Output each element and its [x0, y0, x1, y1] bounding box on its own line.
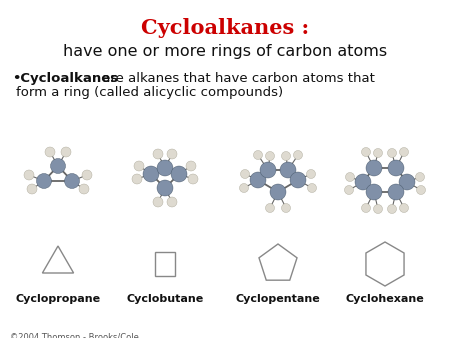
Ellipse shape [388, 184, 404, 200]
Ellipse shape [253, 150, 262, 160]
Ellipse shape [282, 151, 291, 161]
Ellipse shape [171, 166, 187, 182]
Ellipse shape [270, 184, 286, 200]
Ellipse shape [153, 197, 163, 207]
Ellipse shape [250, 172, 266, 188]
Ellipse shape [361, 147, 370, 156]
Ellipse shape [307, 184, 316, 193]
Ellipse shape [280, 162, 296, 178]
Text: are alkanes that have carbon atoms that: are alkanes that have carbon atoms that [98, 72, 375, 85]
Ellipse shape [366, 160, 382, 176]
Ellipse shape [266, 151, 274, 161]
Ellipse shape [260, 162, 276, 178]
Text: Cyclopentane: Cyclopentane [236, 294, 320, 304]
Ellipse shape [345, 186, 354, 194]
Ellipse shape [157, 180, 173, 196]
Ellipse shape [400, 147, 409, 156]
Ellipse shape [293, 150, 302, 160]
Ellipse shape [417, 186, 426, 194]
Ellipse shape [374, 204, 382, 214]
Ellipse shape [290, 172, 306, 188]
Ellipse shape [355, 174, 371, 190]
Text: Cyclopropane: Cyclopropane [15, 294, 100, 304]
Ellipse shape [167, 197, 177, 207]
Bar [155, 252, 175, 276]
Ellipse shape [132, 174, 142, 184]
Text: have one or more rings of carbon atoms: have one or more rings of carbon atoms [63, 44, 387, 59]
Ellipse shape [143, 166, 159, 182]
Text: Cyclohexane: Cyclohexane [346, 294, 424, 304]
Ellipse shape [24, 170, 34, 180]
Ellipse shape [61, 147, 71, 157]
Ellipse shape [79, 184, 89, 194]
Ellipse shape [188, 174, 198, 184]
Ellipse shape [186, 161, 196, 171]
Ellipse shape [134, 161, 144, 171]
Text: form a ring (called alicyclic compounds): form a ring (called alicyclic compounds) [16, 86, 283, 99]
Ellipse shape [36, 173, 51, 189]
Ellipse shape [387, 148, 396, 158]
Ellipse shape [239, 184, 248, 193]
Ellipse shape [388, 160, 404, 176]
Ellipse shape [306, 169, 315, 178]
Ellipse shape [282, 203, 291, 213]
Ellipse shape [399, 174, 415, 190]
Ellipse shape [45, 147, 55, 157]
Ellipse shape [153, 149, 163, 159]
Ellipse shape [387, 204, 396, 214]
Ellipse shape [167, 149, 177, 159]
Ellipse shape [415, 172, 424, 182]
Text: ©2004 Thomson - Brooks/Cole: ©2004 Thomson - Brooks/Cole [10, 332, 139, 338]
Text: Cyclobutane: Cyclobutane [126, 294, 203, 304]
Ellipse shape [50, 159, 66, 173]
Ellipse shape [366, 184, 382, 200]
Ellipse shape [240, 169, 249, 178]
Ellipse shape [157, 160, 173, 176]
Ellipse shape [374, 148, 382, 158]
Text: •Cycloalkanes: •Cycloalkanes [12, 72, 118, 85]
Ellipse shape [64, 173, 80, 189]
Ellipse shape [346, 172, 355, 182]
Ellipse shape [82, 170, 92, 180]
Ellipse shape [266, 203, 274, 213]
Ellipse shape [400, 203, 409, 213]
Ellipse shape [361, 203, 370, 213]
Ellipse shape [27, 184, 37, 194]
Text: Cycloalkanes :: Cycloalkanes : [141, 18, 309, 38]
